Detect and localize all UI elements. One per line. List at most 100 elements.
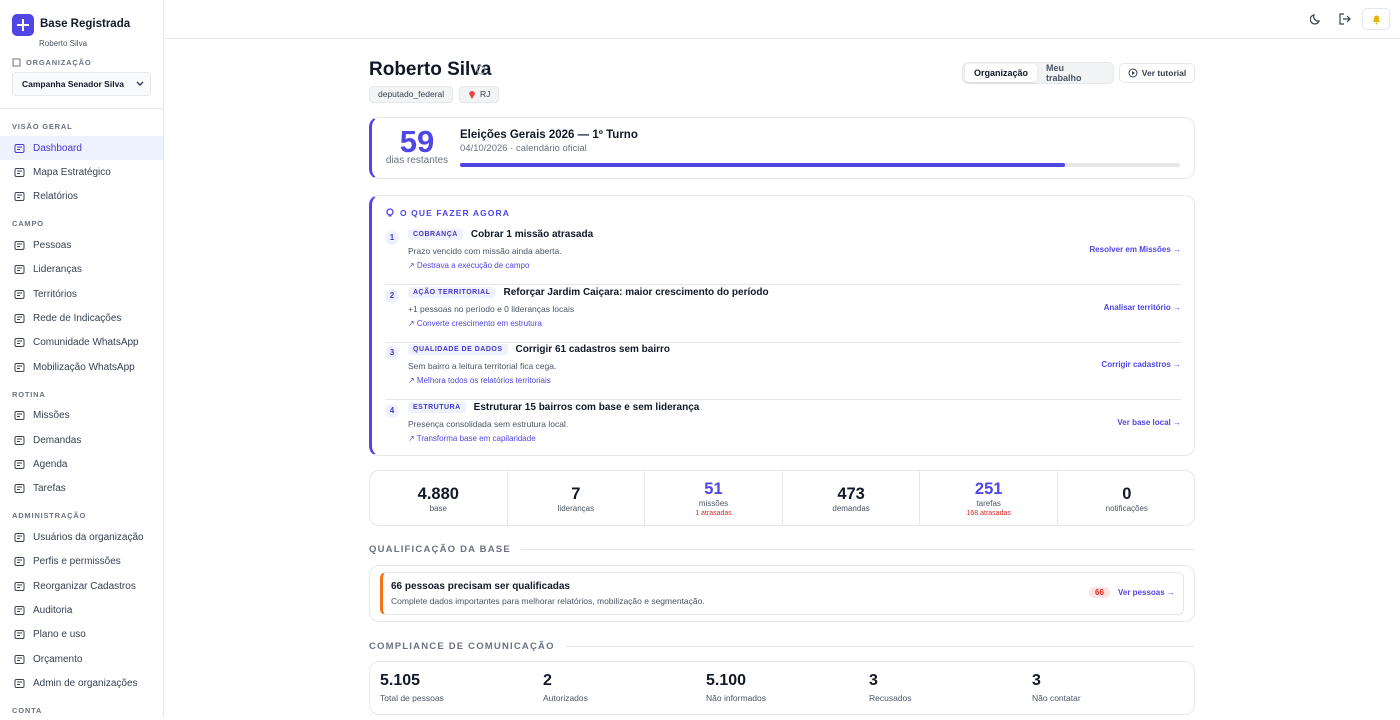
help-icon[interactable] <box>476 65 486 75</box>
nav-item[interactable]: Orçamento <box>0 647 163 671</box>
compliance-value: 5.100 <box>706 672 747 689</box>
nav-item[interactable]: Dashboard <box>0 136 163 161</box>
nav-item[interactable]: Plano e uso <box>0 623 163 647</box>
nav-section: ADMINISTRAÇÃO Usuários da organização Perf… <box>0 501 163 696</box>
nav-item[interactable]: Reorganizar Cadastros <box>0 574 163 598</box>
nav-item[interactable]: Lideranças <box>0 258 163 282</box>
stat-value: 4.880 <box>417 484 459 503</box>
nav-icon <box>14 338 25 348</box>
nav-item-label: Comunidade WhatsApp <box>33 337 139 349</box>
stat: 251 tarefas 168 atrasadas <box>920 471 1058 526</box>
qualification-title: 66 pessoas precisam ser qualificadas <box>391 581 570 592</box>
nav-icon <box>14 314 25 324</box>
nav-item[interactable]: Demandas <box>0 428 163 452</box>
divider <box>0 108 163 109</box>
nav-item[interactable]: Tarefas <box>0 477 163 501</box>
bulb-icon <box>386 208 394 217</box>
nav-item-label: Plano e uso <box>33 629 86 641</box>
nav-item[interactable]: Agenda <box>0 452 163 476</box>
stat-detail: 1 atrasadas <box>695 510 732 517</box>
nav-icon <box>14 289 25 299</box>
action-number: 3 <box>385 346 399 360</box>
tab[interactable]: Meu trabalho <box>1046 63 1082 83</box>
nav-icon <box>14 484 25 494</box>
logout[interactable] <box>1339 13 1351 25</box>
nav-item-label: Missões <box>33 410 70 422</box>
nav-item[interactable]: Auditoria <box>0 598 163 622</box>
action-number: 1 <box>385 231 399 245</box>
action-item: 1 COBRANÇA Cobrar 1 missão atrasada Prazo v… <box>385 228 1181 285</box>
topbar <box>164 0 1400 39</box>
nav-item[interactable]: Mapa Estratégico <box>0 160 163 184</box>
action-link[interactable]: Corrigir cadastros → <box>1101 360 1181 369</box>
nav-item-label: Orçamento <box>33 653 83 665</box>
compliance-label: Total de pessoas <box>380 693 444 703</box>
nav-section-title: ADMINISTRAÇÃO <box>12 511 87 521</box>
tag: RJ <box>459 86 500 103</box>
page-title: Roberto Silva <box>369 59 492 80</box>
nav-icon <box>14 459 25 469</box>
nav-item[interactable]: Comunidade WhatsApp <box>0 331 163 355</box>
nav-item[interactable]: Rede de Indicações <box>0 306 163 330</box>
nav-item[interactable]: Usuários da organização <box>0 525 163 549</box>
progress-track <box>460 163 1180 167</box>
nav-item-label: Territórios <box>33 288 77 300</box>
org-select[interactable]: Campanha Senador Silva <box>12 72 151 96</box>
nav-icon <box>14 192 25 202</box>
sidebar: Base Registrada Roberto Silva ORGANIZAÇÃ… <box>0 0 164 717</box>
qualification-card: 66 pessoas precisam ser qualificadas Comp… <box>369 565 1195 622</box>
nav-icon <box>14 362 25 372</box>
nav-item[interactable]: Territórios <box>0 282 163 306</box>
tag-text: RJ <box>480 89 491 99</box>
action-head: AÇÃO TERRITORIAL Reforçar Jardim Caiçara:… <box>408 286 769 298</box>
compliance-label: Não informados <box>706 693 767 703</box>
nav-item-label: Admin de organizações <box>33 678 138 690</box>
logo <box>12 14 34 36</box>
qualification-alert: 66 pessoas precisam ser qualificadas Comp… <box>380 572 1184 615</box>
tag-text: deputado_federal <box>378 89 445 99</box>
nav-item-label: Pessoas <box>33 239 72 251</box>
nav-item[interactable]: Missões <box>0 404 163 428</box>
compliance-card: 5.105 Total de pessoas 2 Autorizados 5.100 Nã… <box>369 661 1195 715</box>
action-title: Reforçar Jardim Caiçara: maior crescimen… <box>503 286 769 298</box>
stats-card: 4.880 base 7 lideranças 51 missões 1 atrasadas… <box>369 470 1195 526</box>
action-title: Cobrar 1 missão atrasada <box>470 229 594 240</box>
nav-item-label: Agenda <box>33 458 68 470</box>
nav-section-title: VISÃO GERAL <box>12 122 73 131</box>
play-icon <box>1128 68 1138 78</box>
qualification-link[interactable]: Ver pessoas → <box>1118 588 1175 597</box>
nav-item[interactable]: Perfis e permissões <box>0 549 163 573</box>
stat-label: notificações <box>1105 503 1148 513</box>
user-name: Roberto Silva <box>39 39 88 48</box>
nav-item-label: Auditoria <box>33 604 73 616</box>
action-link[interactable]: Ver base local → <box>1117 417 1181 427</box>
nav-item-label: Tarefas <box>33 483 66 495</box>
org-select-text: Campanha Senador Silva <box>22 79 125 89</box>
nav-item[interactable]: Relatórios <box>0 185 163 209</box>
notifications[interactable] <box>1362 8 1390 30</box>
stat: 0 notificações <box>1058 471 1196 526</box>
nav-icon <box>14 240 25 250</box>
theme-toggle[interactable] <box>1310 13 1322 25</box>
tutorial-button[interactable]: Ver tutorial <box>1119 63 1195 83</box>
nav-icon <box>14 557 25 567</box>
stat-detail: 168 atrasadas <box>966 510 1011 517</box>
nav-item[interactable]: Mobilização WhatsApp <box>0 355 163 379</box>
days-number: 59 <box>399 124 435 159</box>
section-heading: QUALIFICAÇÃO DA BASE <box>369 544 1195 555</box>
nav-icon <box>14 581 25 591</box>
nav-item-label: Lideranças <box>33 264 82 276</box>
nav-item-label: Demandas <box>33 434 82 446</box>
nav-item[interactable]: Pessoas <box>0 233 163 257</box>
tab[interactable]: Organização <box>965 64 1038 82</box>
action-impact: ↗ Converte crescimento em estrutura <box>408 318 542 328</box>
nav-icon <box>14 654 25 664</box>
nav-item-label: Mapa Estratégico <box>33 167 111 179</box>
action-link[interactable]: Resolver em Missões → <box>1089 245 1181 254</box>
nav-item[interactable]: Admin de organizações <box>0 671 163 695</box>
nav-icon <box>14 532 25 542</box>
actions-title: O QUE FAZER AGORA <box>400 208 511 218</box>
action-link[interactable]: Analisar território → <box>1103 302 1181 312</box>
action-head: ESTRUTURA Estruturar 15 bairros com base … <box>408 401 699 413</box>
